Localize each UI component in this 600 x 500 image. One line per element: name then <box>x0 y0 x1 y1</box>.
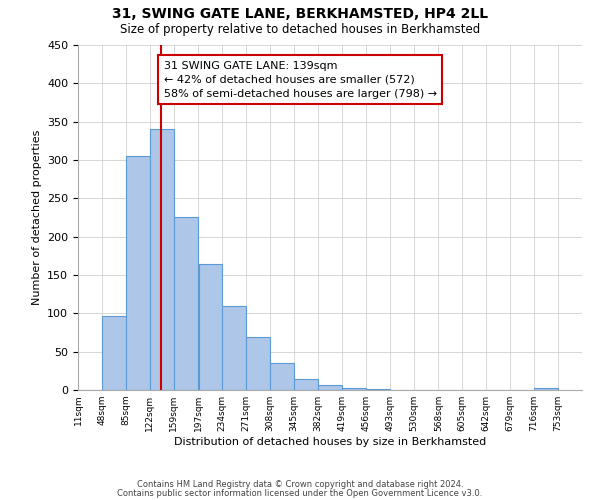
Y-axis label: Number of detached properties: Number of detached properties <box>32 130 41 305</box>
X-axis label: Distribution of detached houses by size in Berkhamsted: Distribution of detached houses by size … <box>174 437 486 447</box>
Bar <box>342 388 366 390</box>
Bar <box>247 337 270 390</box>
Text: 31 SWING GATE LANE: 139sqm
← 42% of detached houses are smaller (572)
58% of sem: 31 SWING GATE LANE: 139sqm ← 42% of deta… <box>164 60 437 98</box>
Text: Contains HM Land Registry data © Crown copyright and database right 2024.: Contains HM Land Registry data © Crown c… <box>137 480 463 489</box>
Bar <box>199 264 222 390</box>
Bar <box>150 130 173 390</box>
Bar <box>126 156 149 390</box>
Bar <box>366 389 389 390</box>
Text: Contains public sector information licensed under the Open Government Licence v3: Contains public sector information licen… <box>118 490 482 498</box>
Bar <box>271 363 294 390</box>
Text: 31, SWING GATE LANE, BERKHAMSTED, HP4 2LL: 31, SWING GATE LANE, BERKHAMSTED, HP4 2L… <box>112 8 488 22</box>
Bar <box>174 216 197 390</box>
Bar <box>318 384 342 390</box>
Text: Size of property relative to detached houses in Berkhamsted: Size of property relative to detached ho… <box>120 22 480 36</box>
Bar <box>534 388 558 390</box>
Bar <box>294 380 318 390</box>
Bar <box>102 316 126 390</box>
Bar <box>223 306 246 390</box>
